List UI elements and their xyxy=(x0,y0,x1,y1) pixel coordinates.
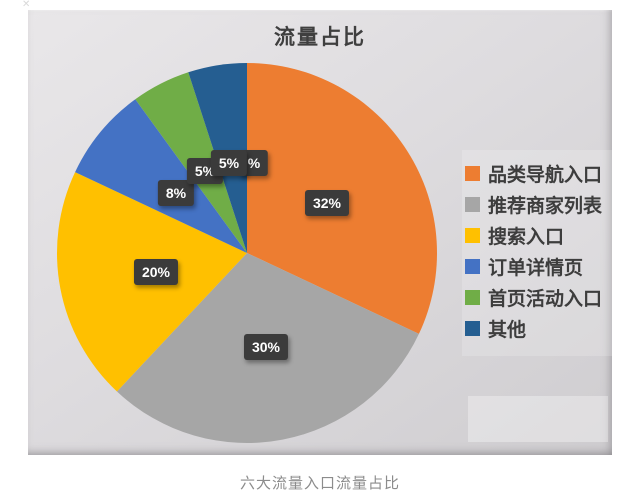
legend-item: 搜索入口 xyxy=(465,220,602,251)
pie-slice xyxy=(75,99,247,253)
watermark-area xyxy=(468,396,608,442)
chart-panel: 流量占比 % 32% 30% 20% 8% 5% 5% 品类导航入口 推荐商家列表 搜索入口 订单… xyxy=(28,10,638,455)
chart-legend: 品类导航入口 推荐商家列表 搜索入口订单详情页首页活动入口 其他 xyxy=(465,158,602,344)
legend-item: 品类导航入口 xyxy=(465,158,602,189)
legend-swatch-icon xyxy=(465,197,480,212)
chart-title: 流量占比 xyxy=(274,26,366,49)
legend-label: 推荐商家列表 xyxy=(488,196,603,217)
legend-swatch-icon xyxy=(465,166,480,181)
pie-data-label: 30% xyxy=(243,334,289,360)
close-icon: ✕ xyxy=(22,0,31,10)
legend-label: 搜索入口 xyxy=(488,227,565,248)
legend-swatch-icon xyxy=(465,228,480,243)
legend-swatch-icon xyxy=(465,259,480,274)
image-caption: 六大流量入口流量占比 xyxy=(239,476,400,492)
legend-swatch-icon xyxy=(465,321,480,336)
legend-backdrop xyxy=(462,150,638,356)
pie-data-label: 32% xyxy=(304,190,350,216)
legend-label: 品类导航入口 xyxy=(488,165,603,186)
legend-item: 推荐商家列表 xyxy=(465,189,602,220)
legend-swatch-icon xyxy=(465,290,480,305)
legend-label: 订单详情页 xyxy=(488,258,584,279)
legend-item: 订单详情页 xyxy=(465,251,602,282)
pie-data-label: 20% xyxy=(133,259,179,285)
pie-data-label: 8% xyxy=(157,180,195,206)
legend-item: 其他 xyxy=(465,313,602,344)
pie-data-label: 5% xyxy=(210,150,248,176)
legend-label: 首页活动入口 xyxy=(488,289,603,310)
legend-item: 首页活动入口 xyxy=(465,282,602,313)
legend-label: 其他 xyxy=(488,320,527,341)
